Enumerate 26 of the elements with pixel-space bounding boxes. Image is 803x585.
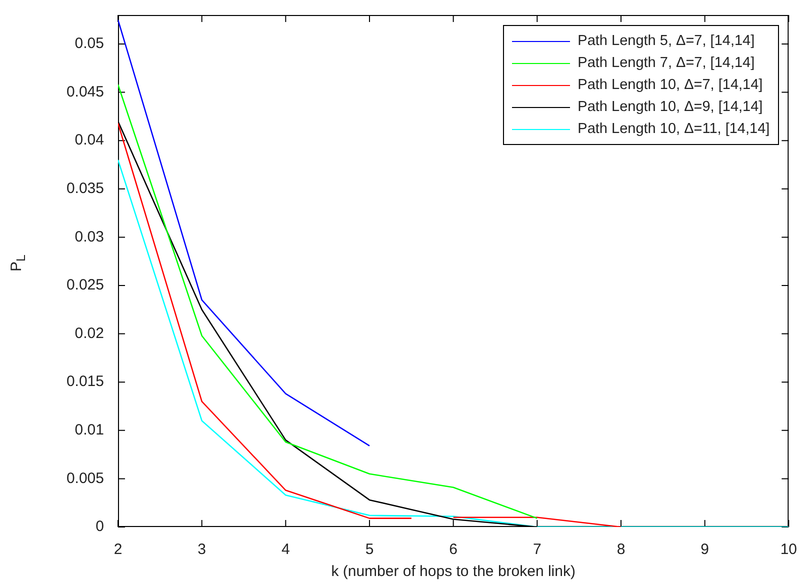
y-tick-label: 0.005 bbox=[66, 470, 104, 487]
x-tick-label: 4 bbox=[281, 541, 290, 558]
y-tick-label: 0 bbox=[96, 518, 104, 536]
y-tick-label: 0.05 bbox=[74, 35, 104, 52]
x-tick-label: 3 bbox=[198, 541, 206, 558]
y-tick-label: 0.045 bbox=[66, 83, 104, 100]
legend-label: Path Length 7, Δ=7, [14,14] bbox=[578, 55, 755, 71]
x-tick-label: 2 bbox=[114, 541, 122, 558]
legend-label: Path Length 10, Δ=11, [14,14] bbox=[578, 121, 770, 137]
x-tick-label: 9 bbox=[700, 541, 709, 558]
y-tick-label: 0.025 bbox=[66, 276, 104, 294]
y-tick-label: 0.015 bbox=[66, 373, 104, 390]
legend-label: Path Length 5, Δ=7, [14,14] bbox=[578, 33, 755, 49]
y-tick-label: 0.035 bbox=[66, 180, 104, 198]
legend-label: Path Length 10, Δ=9, [14,14] bbox=[578, 99, 763, 115]
y-tick-label: 0.04 bbox=[74, 132, 104, 149]
y-tick-label: 0.01 bbox=[74, 422, 104, 439]
y-tick-label: 0.02 bbox=[74, 324, 104, 342]
x-tick-label: 10 bbox=[780, 541, 797, 558]
y-tick-label: 0.03 bbox=[74, 228, 104, 246]
x-tick-label: 6 bbox=[449, 541, 458, 558]
legend-label: Path Length 10, Δ=7, [14,14] bbox=[578, 77, 763, 93]
x-axis-title: k (number of hops to the broken link) bbox=[331, 563, 576, 580]
x-tick-label: 7 bbox=[532, 541, 542, 558]
x-tick-label: 8 bbox=[616, 541, 626, 558]
x-tick-label: 5 bbox=[365, 541, 374, 558]
